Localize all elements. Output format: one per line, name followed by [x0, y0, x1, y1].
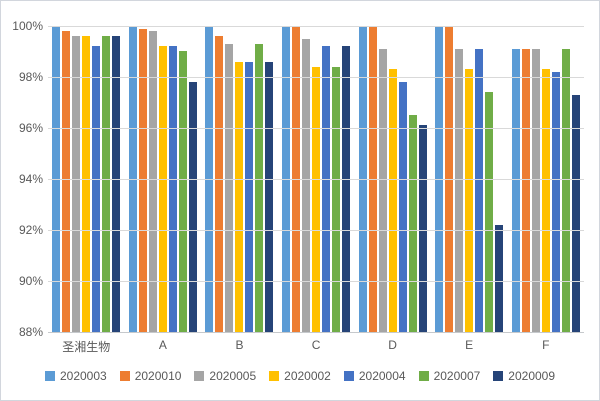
y-tick-label: 100%: [12, 19, 43, 33]
legend-item-2020003: 2020003: [44, 369, 107, 383]
legend-item-2020004: 2020004: [343, 369, 406, 383]
legend-label: 2020004: [358, 369, 406, 383]
x-tick-label: A: [158, 338, 167, 352]
bar-2020002: [465, 69, 474, 332]
bar-2020002: [312, 67, 321, 332]
y-tick-label: 98%: [18, 70, 43, 84]
plot-area: [48, 26, 584, 333]
bar-2020007: [408, 115, 417, 332]
bar-2020002: [82, 36, 91, 332]
legend-item-2020002: 2020002: [269, 369, 331, 383]
gridline: [48, 77, 584, 78]
bar-2020009: [495, 225, 504, 332]
bar-2020009: [418, 125, 427, 332]
legend-swatch-icon: [269, 371, 280, 381]
bar-2020007: [102, 36, 111, 332]
bar-2020005: [531, 49, 540, 332]
y-tick-label: 96%: [18, 121, 43, 135]
legend-label: 2020002: [284, 369, 331, 383]
y-tick-label: 90%: [18, 274, 43, 288]
gridline: [48, 230, 584, 231]
legend-label: 2020010: [134, 369, 182, 383]
x-tick-label: B: [235, 338, 244, 352]
legend-label: 2020003: [59, 369, 107, 383]
y-tick-label: 92%: [18, 223, 43, 237]
x-axis-line: [48, 332, 584, 333]
gridline: [48, 179, 584, 180]
bar-2020007: [178, 51, 187, 332]
bar-2020002: [541, 69, 550, 332]
bar-2020005: [225, 44, 234, 332]
bar-2020004: [551, 72, 560, 332]
legend-swatch-icon: [194, 371, 205, 381]
bar-2020007: [255, 44, 264, 332]
gridline: [48, 26, 584, 27]
bar-2020007: [561, 49, 570, 332]
bar-2020004: [322, 46, 331, 332]
bar-2020002: [235, 62, 244, 332]
legend-swatch-icon: [44, 371, 55, 381]
bar-2020007: [485, 92, 494, 332]
legend-label: 2020005: [209, 369, 257, 383]
bar-2020005: [302, 39, 311, 332]
x-tick-label: C: [311, 338, 321, 352]
legend-swatch-icon: [343, 371, 354, 381]
x-axis: 圣湘生物 A B C D E F: [48, 338, 584, 355]
bar-2020009: [265, 62, 274, 332]
legend-item-2020009: 2020009: [493, 369, 555, 383]
legend-swatch-icon: [418, 371, 429, 381]
bar-2020005: [148, 31, 157, 332]
y-axis: 100% 98% 96% 94% 92% 90% 88%: [1, 20, 43, 338]
legend-item-2020007: 2020007: [418, 369, 481, 383]
legend-label: 2020009: [508, 369, 556, 383]
bar-2020004: [168, 46, 177, 332]
bar-2020002: [388, 69, 397, 332]
x-tick-label: F: [542, 338, 550, 352]
legend-swatch-icon: [493, 371, 504, 381]
bar-2020010: [215, 36, 224, 332]
x-tick-label: E: [465, 338, 474, 352]
bar-group-7: [507, 26, 584, 332]
legend: 2020003 2020010 2020005 2020002 2020004 20200…: [1, 369, 599, 383]
bar-2020010: [138, 29, 147, 332]
legend-swatch-icon: [119, 371, 130, 381]
y-tick-label: 94%: [18, 172, 43, 186]
bar-2020004: [398, 82, 407, 332]
gridline: [48, 281, 584, 282]
bar-2020009: [571, 95, 580, 332]
bar-groups: [48, 26, 584, 332]
bar-2020009: [188, 82, 197, 332]
bar-2020010: [521, 49, 530, 332]
bar-2020005: [455, 49, 464, 332]
legend-label: 2020007: [433, 369, 481, 383]
legend-item-2020010: 2020010: [119, 369, 182, 383]
bar-2020004: [92, 46, 101, 332]
gridline: [48, 128, 584, 129]
legend-item-2020005: 2020005: [194, 369, 256, 383]
x-tick-label: 圣湘生物: [62, 340, 111, 354]
bar-2020003: [511, 49, 520, 332]
bar-2020009: [112, 36, 121, 332]
bar-2020007: [332, 67, 341, 332]
bar-2020004: [475, 49, 484, 332]
bar-2020009: [342, 46, 351, 332]
bar-2020002: [158, 46, 167, 332]
y-tick-label: 88%: [18, 325, 43, 339]
bar-2020004: [245, 62, 254, 332]
bar-2020005: [72, 36, 81, 332]
x-tick-label: D: [388, 338, 397, 352]
bar-2020005: [378, 49, 387, 332]
bar-2020010: [62, 31, 71, 332]
